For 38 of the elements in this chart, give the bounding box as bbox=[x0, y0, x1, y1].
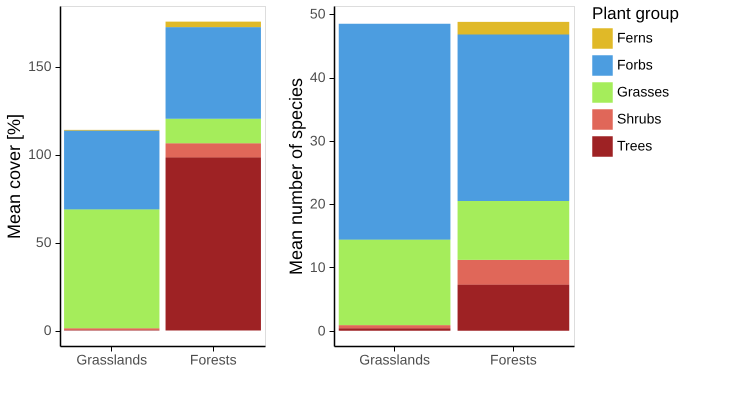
bar bbox=[166, 143, 261, 158]
legend-label: Shrubs bbox=[617, 110, 662, 126]
y-tick-label: 0 bbox=[318, 322, 326, 338]
y-tick-label: 150 bbox=[28, 58, 52, 74]
bar bbox=[458, 260, 570, 285]
bar bbox=[458, 201, 570, 260]
y-tick-label: 30 bbox=[310, 132, 326, 148]
y-tick-label: 10 bbox=[310, 258, 326, 275]
bar bbox=[166, 118, 261, 144]
bar bbox=[166, 27, 261, 119]
bar bbox=[458, 22, 570, 34]
x-tick-label: Forests bbox=[490, 352, 537, 368]
y-tick-label: 20 bbox=[310, 196, 326, 212]
y-axis-title: Mean number of species bbox=[286, 78, 306, 276]
bar bbox=[166, 22, 261, 28]
legend-label: Trees bbox=[617, 138, 652, 154]
bar bbox=[338, 325, 450, 328]
legend-label: Grasses bbox=[617, 84, 670, 100]
bar bbox=[458, 284, 570, 331]
y-tick-label: 0 bbox=[44, 322, 52, 338]
x-tick-label: Grasslands bbox=[359, 352, 430, 368]
bar bbox=[338, 240, 450, 326]
x-tick-label: Forests bbox=[190, 352, 237, 368]
bar bbox=[338, 24, 450, 240]
y-tick-label: 40 bbox=[310, 69, 326, 86]
x-tick-label: Grasslands bbox=[76, 352, 148, 368]
y-axis-title: Mean cover [%] bbox=[4, 114, 24, 240]
y-tick-label: 50 bbox=[36, 234, 52, 250]
legend-title: Plant group bbox=[592, 4, 679, 23]
legend-label: Forbs bbox=[617, 56, 653, 72]
bar bbox=[338, 328, 450, 331]
bar bbox=[64, 209, 160, 328]
legend-label: Ferns bbox=[617, 30, 653, 46]
bar bbox=[64, 130, 160, 210]
y-tick-label: 100 bbox=[28, 146, 52, 162]
bar bbox=[458, 34, 570, 202]
y-tick-label: 50 bbox=[310, 6, 326, 22]
bar bbox=[166, 157, 261, 331]
